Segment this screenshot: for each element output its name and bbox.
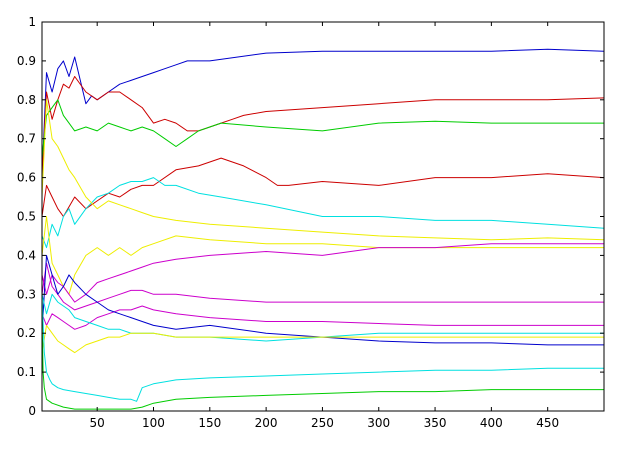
series-line-13: [41, 324, 604, 354]
tick-layer: 50 100 150 200 250 300 350 400 450 0 0.1 0.2 0.3 0.4 0…: [17, 15, 604, 430]
series-line-11: [41, 254, 604, 346]
y-tick-label: 0.6: [17, 171, 36, 185]
series-line-2: [41, 76, 605, 178]
series-line-9: [41, 262, 604, 311]
series-line-8: [41, 243, 604, 303]
series-line-12: [41, 293, 604, 342]
y-tick-label: 0: [28, 404, 36, 418]
x-tick-label: 50: [90, 416, 105, 430]
x-tick-label: 400: [480, 416, 503, 430]
x-tick-label: 350: [424, 416, 447, 430]
y-tick-label: 0.8: [17, 93, 36, 107]
y-tick-label: 1: [28, 15, 36, 29]
series-line-3: [41, 99, 604, 159]
y-tick-label: 0.7: [17, 132, 36, 146]
x-tick-label: 450: [536, 416, 559, 430]
series-line-10: [41, 305, 604, 330]
y-tick-label: 0.9: [17, 54, 36, 68]
series-line-4: [41, 157, 605, 217]
y-tick-label: 0.2: [17, 326, 36, 340]
y-tick-label: 0.4: [17, 248, 36, 262]
x-tick-label: 150: [198, 416, 221, 430]
y-tick-label: 0.3: [17, 287, 36, 301]
series-line-1: [41, 48, 605, 178]
y-tick-label: 0.5: [17, 210, 36, 224]
series-line-5: [41, 177, 605, 249]
series-layer: [41, 48, 605, 410]
x-tick-label: 300: [367, 416, 390, 430]
series-line-14: [41, 294, 604, 402]
series-line-6: [41, 99, 605, 241]
x-tick-label: 200: [255, 416, 278, 430]
x-tick-label: 250: [311, 416, 334, 430]
x-tick-label: 100: [142, 416, 165, 430]
y-tick-label: 0.1: [17, 365, 36, 379]
series-line-15: [41, 313, 604, 410]
